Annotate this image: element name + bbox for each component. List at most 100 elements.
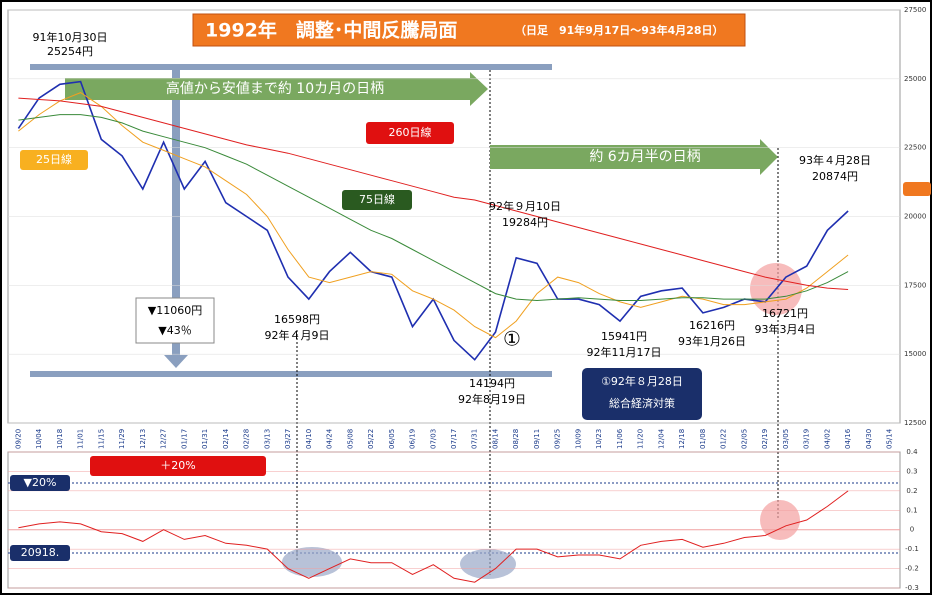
x-tick-label: 01/31 [201, 429, 209, 449]
x-tick-label: 12/04 [657, 428, 665, 449]
y-tick-label: 20000 [904, 213, 926, 221]
annotation: 25日線 [36, 152, 72, 166]
drop-arrow-head [164, 355, 188, 368]
annotation: ▼20% [24, 476, 57, 489]
x-tick-label: 01/08 [699, 429, 707, 449]
annotation: 92年９月10日 [489, 199, 561, 213]
annotation: ▼43％ [158, 324, 191, 337]
annotation: 92年8月19日 [458, 392, 526, 406]
y-tick-label: -0.1 [905, 545, 919, 553]
y-tick-label: 22500 [904, 144, 926, 152]
annotation: 93年3月4日 [755, 322, 816, 336]
annotation: 260日線 [389, 125, 432, 139]
annotation: 92年４月9日 [265, 328, 330, 342]
annotation: 16598円 [274, 313, 320, 326]
label-box [10, 545, 70, 561]
y-tick-label: 0.2 [906, 487, 917, 495]
x-tick-label: 04/10 [305, 429, 313, 449]
x-tick-label: 11/06 [616, 428, 624, 449]
annotation: 15941円 [601, 330, 647, 343]
x-tick-label: 08/14 [491, 428, 499, 449]
annotation: 93年４月28日 [799, 153, 871, 167]
y-tick-label: 0.1 [906, 506, 917, 514]
x-tick-label: 07/17 [450, 429, 458, 449]
series-line [18, 92, 849, 339]
annotation: ▼11060円 [148, 304, 202, 317]
annotation: 25254円 [47, 45, 93, 58]
series-line [18, 97, 849, 290]
chart-title: 1992年 調整･中間反騰局面 [205, 19, 457, 42]
x-tick-label: 02/19 [761, 429, 769, 449]
x-tick-label: 04/24 [326, 428, 334, 449]
x-tick-label: 11/15 [97, 429, 105, 449]
annotation: 16216円 [689, 319, 735, 332]
annotation: 総合経済対策 [609, 396, 675, 410]
annotation: 92年11月17日 [587, 345, 662, 359]
y-tick-label: 27500 [904, 6, 926, 14]
x-tick-label: 05/22 [367, 429, 375, 449]
annotation: 91年10月30日 [33, 30, 108, 44]
x-tick-label: 09/25 [554, 429, 562, 449]
policy-box [582, 368, 702, 420]
x-tick-label: 08/28 [512, 429, 520, 449]
label-box [90, 456, 266, 476]
annotation: ① [503, 327, 521, 351]
x-tick-label: 05/14 [886, 428, 894, 449]
x-tick-label: 03/05 [782, 429, 790, 449]
y-tick-label: 12500 [904, 419, 926, 427]
x-tick-label: 12/18 [678, 429, 686, 449]
x-tick-label: 09/20 [14, 429, 22, 449]
series-line [18, 490, 849, 583]
y-tick-label: 0 [910, 526, 914, 534]
y-tick-label: 15000 [904, 350, 926, 358]
x-tick-label: 03/13 [263, 429, 271, 449]
chart-subtitle: （日足 91年9月17日～93年4月28日） [515, 23, 724, 37]
annotation: 75日線 [359, 192, 395, 206]
y-tick-label: 0.4 [906, 448, 918, 456]
x-tick-label: 06/19 [409, 429, 417, 449]
banner [490, 139, 778, 175]
drop-arrow [172, 70, 180, 360]
highlight [460, 549, 516, 579]
x-tick-label: 04/16 [844, 428, 852, 449]
x-tick-label: 01/17 [180, 429, 188, 449]
drop-box [135, 297, 215, 344]
x-tick-label: 02/28 [243, 429, 251, 449]
annotation: 93年1月26日 [678, 334, 746, 348]
label-box [20, 150, 88, 170]
x-tick-label: 07/03 [429, 429, 437, 449]
x-tick-label: 11/01 [77, 429, 85, 449]
label-box [366, 122, 454, 144]
x-tick-label: 11/20 [637, 429, 645, 449]
x-tick-label: 02/14 [222, 428, 230, 449]
annotation: 高値から安値まで約 10カ月の日柄 [166, 80, 384, 97]
x-tick-label: 07/31 [471, 429, 479, 449]
x-tick-label: 09/11 [533, 429, 541, 449]
x-tick-label: 10/09 [574, 429, 582, 449]
x-tick-label: 05/08 [346, 429, 354, 449]
banner [65, 72, 488, 106]
x-tick-label: 12/27 [160, 429, 168, 449]
annotation: 約 6カ月半の日柄 [589, 149, 700, 165]
x-tick-label: 06/05 [388, 429, 396, 449]
low-bar [30, 371, 552, 377]
annotation: 20874円 [812, 170, 858, 183]
x-tick-label: 12/13 [139, 429, 147, 449]
label-box [10, 475, 70, 491]
annotation: ①92年８月28日 [601, 374, 683, 388]
label-box [342, 190, 412, 210]
annotation: 19284円 [502, 216, 548, 229]
x-tick-label: 01/22 [720, 429, 728, 449]
x-tick-label: 02/05 [740, 429, 748, 449]
x-tick-label: 10/18 [56, 429, 64, 449]
x-tick-label: 04/30 [865, 429, 873, 449]
y-tick-label: -0.2 [905, 565, 919, 573]
annotation: ＋20% [160, 459, 195, 472]
annotation: 20918. [21, 546, 60, 559]
label-box [903, 182, 931, 196]
y-tick-label: 25000 [904, 75, 926, 83]
series-line [18, 114, 849, 302]
x-tick-label: 11/29 [118, 429, 126, 449]
y-tick-label: 0.3 [906, 467, 917, 475]
